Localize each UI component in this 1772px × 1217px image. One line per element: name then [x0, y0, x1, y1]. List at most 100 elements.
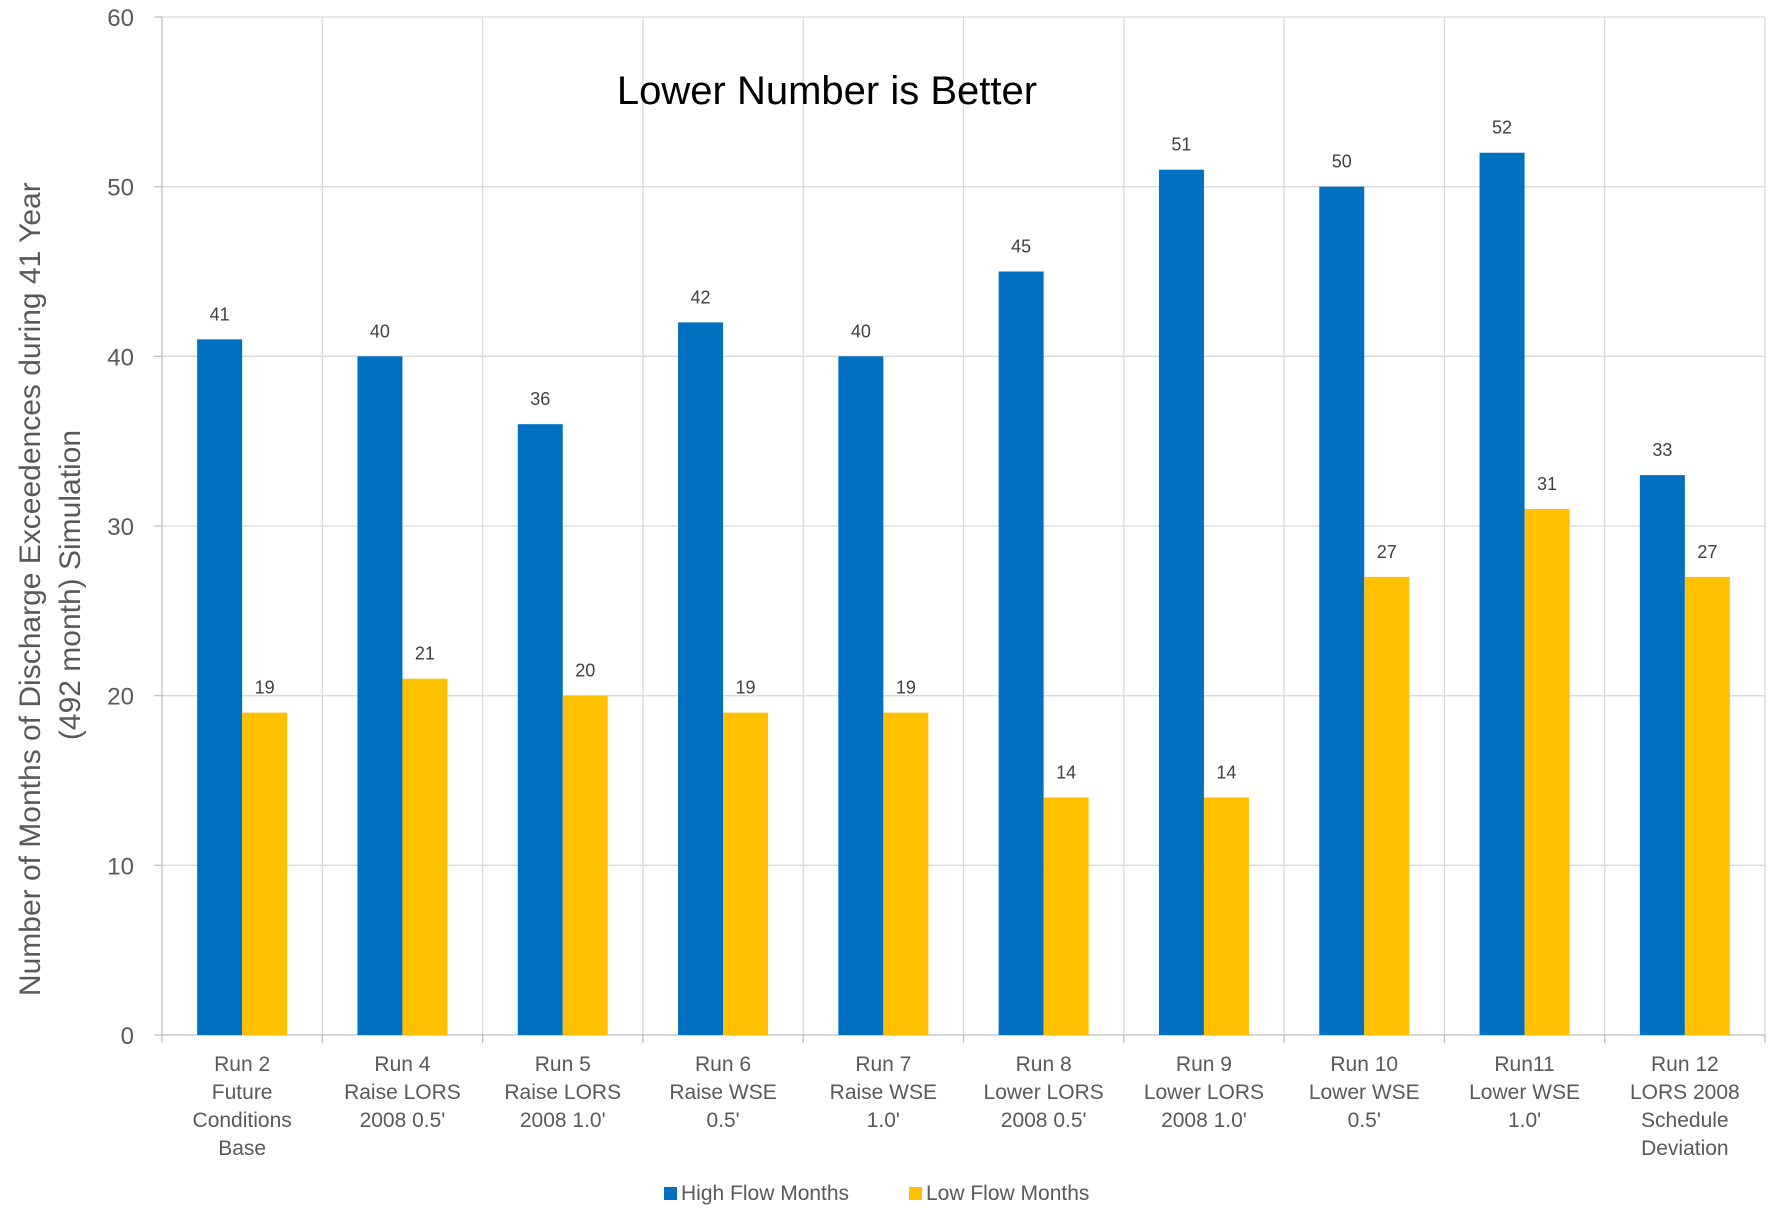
bar [562, 695, 608, 1035]
data-label: 19 [896, 678, 916, 698]
gridlines [162, 16, 1766, 1035]
x-tick-label-line: 2008 0.5' [360, 1109, 446, 1132]
x-tick-label-line: Run 12 [1651, 1053, 1719, 1076]
data-label: 36 [530, 389, 550, 409]
x-tick-label-line: Run 6 [695, 1053, 751, 1076]
bar [1524, 509, 1570, 1035]
x-tick-label: Run 8 Lower LORS 2008 0.5' [984, 1053, 1104, 1132]
y-tick-label: 50 [107, 175, 134, 202]
x-tick-label-line: 1.0' [1508, 1109, 1541, 1132]
x-tick-label-line: Run 10 [1330, 1053, 1398, 1076]
y-tick-label: 60 [107, 5, 134, 32]
data-label: 40 [851, 321, 871, 341]
chart-annotation: Lower Number is Better [617, 69, 1037, 113]
data-label: 52 [1492, 118, 1512, 138]
x-tick-label-line: Run 8 [1016, 1053, 1072, 1076]
bars [197, 152, 1730, 1036]
x-tick-label-line: Lower WSE [1469, 1081, 1580, 1104]
x-tick-label: Run 7 Raise WSE 1.0' [830, 1053, 937, 1132]
y-tick-label: 20 [107, 684, 134, 711]
x-tick-label-line: Raise WSE [669, 1081, 776, 1104]
bar [1684, 576, 1730, 1035]
x-tick-label: Run11 Lower WSE 1.0' [1469, 1053, 1580, 1132]
x-tick-label-line: 2008 1.0' [520, 1109, 606, 1132]
bar [1043, 797, 1089, 1035]
x-tick-label-line: Conditions [193, 1109, 292, 1132]
legend-swatch [909, 1187, 922, 1200]
bar [402, 678, 448, 1035]
x-tick-label-line: Lower LORS [1144, 1081, 1264, 1104]
bar [197, 339, 243, 1035]
bar [517, 424, 563, 1035]
x-tick-label: Run 10 Lower WSE 0.5' [1309, 1053, 1420, 1132]
x-tick-label-line: 0.5' [706, 1109, 739, 1132]
x-tick-label-line: Lower WSE [1309, 1081, 1420, 1104]
bar [678, 322, 724, 1035]
y-tick-label: 30 [107, 514, 134, 541]
x-tick-label-line: LORS 2008 [1630, 1081, 1740, 1104]
bar [1319, 186, 1365, 1035]
data-label: 21 [415, 644, 435, 664]
x-tick-label-line: Raise LORS [344, 1081, 461, 1104]
y-axis-label-line-2: (492 month) Simulation [54, 430, 87, 740]
legend: High Flow Months Low Flow Months [664, 1182, 1089, 1205]
y-tick-label: 40 [107, 344, 134, 371]
x-tick-label-line: 2008 0.5' [1001, 1109, 1087, 1132]
x-tick-label: Run 12 LORS 2008 Schedule Deviation [1630, 1053, 1740, 1160]
x-tick-label-line: Run11 [1494, 1053, 1554, 1076]
data-label: 20 [575, 661, 595, 681]
x-tick-label-line: Run 7 [855, 1053, 911, 1076]
legend-label: High Flow Months [681, 1182, 849, 1205]
bar [1479, 152, 1525, 1035]
data-label: 27 [1697, 542, 1717, 562]
bar [998, 271, 1044, 1035]
y-tick-label: 0 [121, 1023, 134, 1050]
data-label: 41 [210, 304, 230, 324]
bar [883, 712, 929, 1035]
x-tick-label-line: Run 2 [214, 1053, 270, 1076]
data-label: 19 [736, 678, 756, 698]
bar [1203, 797, 1249, 1035]
x-tick-label: Run 6 Raise WSE 0.5' [669, 1053, 776, 1132]
x-tick-label-line: Schedule [1641, 1109, 1729, 1132]
y-axis-label-line-1: Number of Months of Discharge Exceedence… [14, 182, 47, 996]
bar [1158, 169, 1204, 1035]
x-tick-label-line: Run 9 [1176, 1053, 1232, 1076]
data-label: 14 [1056, 762, 1076, 782]
x-tick-label-line: Raise LORS [504, 1081, 621, 1104]
data-label: 50 [1332, 152, 1352, 172]
legend-swatch [664, 1187, 677, 1200]
bar [838, 356, 884, 1035]
x-tick-label-line: 2008 1.0' [1161, 1109, 1247, 1132]
bar [723, 712, 769, 1035]
bar [357, 356, 403, 1035]
data-labels: 41 40 36 42 40 45 51 50 52 33 19 21 20 19 19 14 14 27 31 27 [210, 118, 1718, 783]
data-label: 14 [1216, 762, 1236, 782]
x-tick-label-line: Run 4 [374, 1053, 430, 1076]
bar [1639, 475, 1685, 1036]
x-tick-label-line: Lower LORS [984, 1081, 1104, 1104]
bar [1364, 576, 1410, 1035]
x-tick-label-line: Raise WSE [830, 1081, 937, 1104]
x-tick-label: Run 4 Raise LORS 2008 0.5' [344, 1053, 461, 1132]
x-tick-label-line: 1.0' [867, 1109, 900, 1132]
data-label: 42 [691, 287, 711, 307]
data-label: 27 [1377, 542, 1397, 562]
legend-label: Low Flow Months [926, 1182, 1089, 1205]
x-tick-label: Run 2 Future Conditions Base [193, 1053, 292, 1160]
x-tick-label: Run 9 Lower LORS 2008 1.0' [1144, 1053, 1264, 1132]
x-tick-label-line: Base [218, 1137, 266, 1160]
y-axis-label: Number of Months of Discharge Exceedence… [14, 174, 87, 996]
bar [242, 712, 288, 1035]
x-tick-label-line: 0.5' [1348, 1109, 1381, 1132]
x-tick-label-line: Deviation [1641, 1137, 1729, 1160]
data-label: 33 [1652, 440, 1672, 460]
data-label: 51 [1171, 135, 1191, 155]
x-tick-label-line: Future [212, 1081, 273, 1104]
x-tick-label-line: Run 5 [535, 1053, 591, 1076]
x-tick-label: Run 5 Raise LORS 2008 1.0' [504, 1053, 621, 1132]
data-label: 31 [1537, 474, 1557, 494]
y-tick-label: 10 [107, 853, 134, 880]
